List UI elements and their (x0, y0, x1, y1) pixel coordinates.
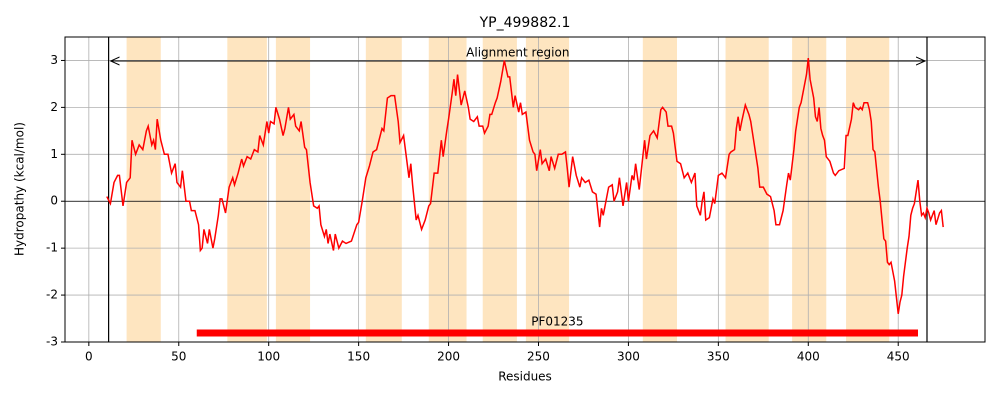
y-tick-label: -2 (46, 288, 58, 302)
alignment-label: Alignment region (466, 46, 569, 60)
highlight-region (428, 37, 467, 342)
x-tick-label: 150 (347, 350, 370, 364)
plot-frame (64, 36, 986, 343)
highlight-region (846, 37, 890, 342)
x-tick-label: 0 (85, 350, 93, 364)
y-tick-label: -1 (46, 241, 58, 255)
x-tick-label: 200 (437, 350, 460, 364)
highlight-region (642, 37, 677, 342)
y-tick-label: 3 (50, 53, 58, 67)
chart-title: YP_499882.1 (479, 15, 571, 31)
x-tick-label: 100 (257, 350, 280, 364)
x-axis-label: Residues (498, 370, 552, 384)
highlight-region (725, 37, 769, 342)
y-tick-label: 1 (50, 147, 58, 161)
y-tick-label: 2 (50, 100, 58, 114)
domain-label: PF01235 (531, 315, 583, 329)
x-tick-label: 250 (527, 350, 550, 364)
x-tick-label: 350 (707, 350, 730, 364)
y-axis-label: Hydropathy (kcal/mol) (13, 122, 27, 256)
x-tick-label: 50 (171, 350, 186, 364)
x-tick-label: 300 (617, 350, 640, 364)
highlight-region (126, 37, 161, 342)
y-tick-label: 0 (50, 194, 58, 208)
x-tick-label: 400 (797, 350, 820, 364)
highlight-region (275, 37, 311, 342)
domain-bar (196, 329, 919, 337)
highlight-region (365, 37, 402, 342)
highlight-region (227, 37, 267, 342)
highlight-region (525, 37, 570, 342)
highlight-region (792, 37, 827, 342)
y-tick-label: -3 (46, 335, 58, 349)
hydropathy-line (106, 58, 944, 314)
x-tick-label: 450 (887, 350, 910, 364)
